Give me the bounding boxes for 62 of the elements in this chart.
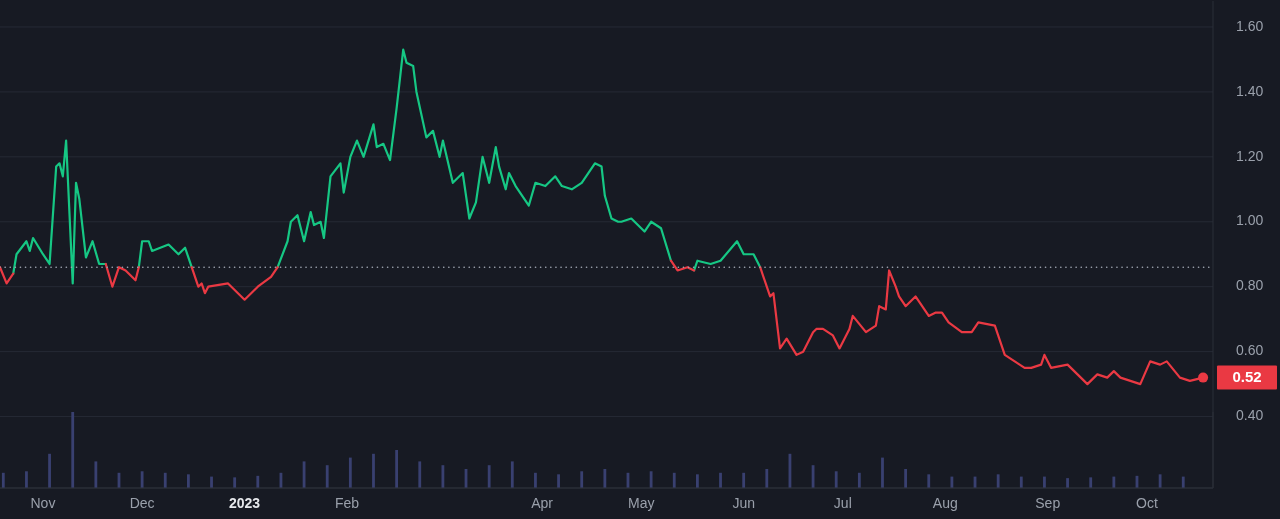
bar [441,465,445,488]
bar [187,474,190,488]
x-tick-label: Feb [334,495,360,511]
bar [950,476,954,488]
bar [557,474,560,488]
bar [742,472,746,488]
bar [996,474,1000,488]
bar [534,472,537,488]
bar [1112,476,1116,488]
bar [765,469,769,488]
x-tick-label: Dec [129,495,155,511]
bar [256,475,260,488]
bar [927,474,931,488]
bar [94,461,98,488]
x-tick-label: Oct [1136,495,1158,511]
bar [325,465,329,488]
bar [904,469,908,488]
bar [649,471,653,488]
bar [348,457,352,488]
x-tick-label: Nov [30,495,56,511]
bar [163,472,167,488]
x-tick-label: 2023 [229,495,261,511]
bar [603,469,607,488]
bar [1158,474,1162,488]
bar [1019,476,1023,488]
bar [48,453,51,488]
y-tick-label: 1.40 [1236,82,1264,99]
bar [487,465,491,488]
bar [1043,476,1046,488]
bar [418,461,422,488]
bar [857,472,861,488]
x-tick-label: Apr [531,495,554,511]
y-tick-label: 1.20 [1236,147,1264,164]
bar [1,472,5,488]
bar [1089,477,1093,488]
x-tick-label: Jul [833,495,852,511]
bar [881,457,884,488]
bar [1066,478,1069,488]
x-tick-label: May [627,495,655,511]
y-tick-label: 0.40 [1236,407,1264,424]
bar [719,472,722,488]
bar [580,471,584,488]
bar [834,471,838,488]
bar [1181,476,1185,488]
bar [140,471,144,488]
y-tick-label: 1.00 [1236,212,1264,229]
bar [71,412,75,488]
bar [25,471,28,488]
y-tick-label: 1.60 [1236,17,1264,34]
bar [510,461,514,488]
x-tick-label: Sep [1035,495,1061,511]
x-tick-label: Aug [932,495,958,511]
bar [210,476,213,488]
bar [372,453,375,488]
annotation: 0.52 [1232,367,1262,385]
bar [672,472,676,488]
y-tick-label: 0.60 [1236,342,1264,359]
bar [233,477,237,488]
bar [395,450,399,488]
y-tick-label: 0.80 [1236,277,1264,294]
bar [695,474,699,488]
x-tick-label: Jun [732,495,755,511]
